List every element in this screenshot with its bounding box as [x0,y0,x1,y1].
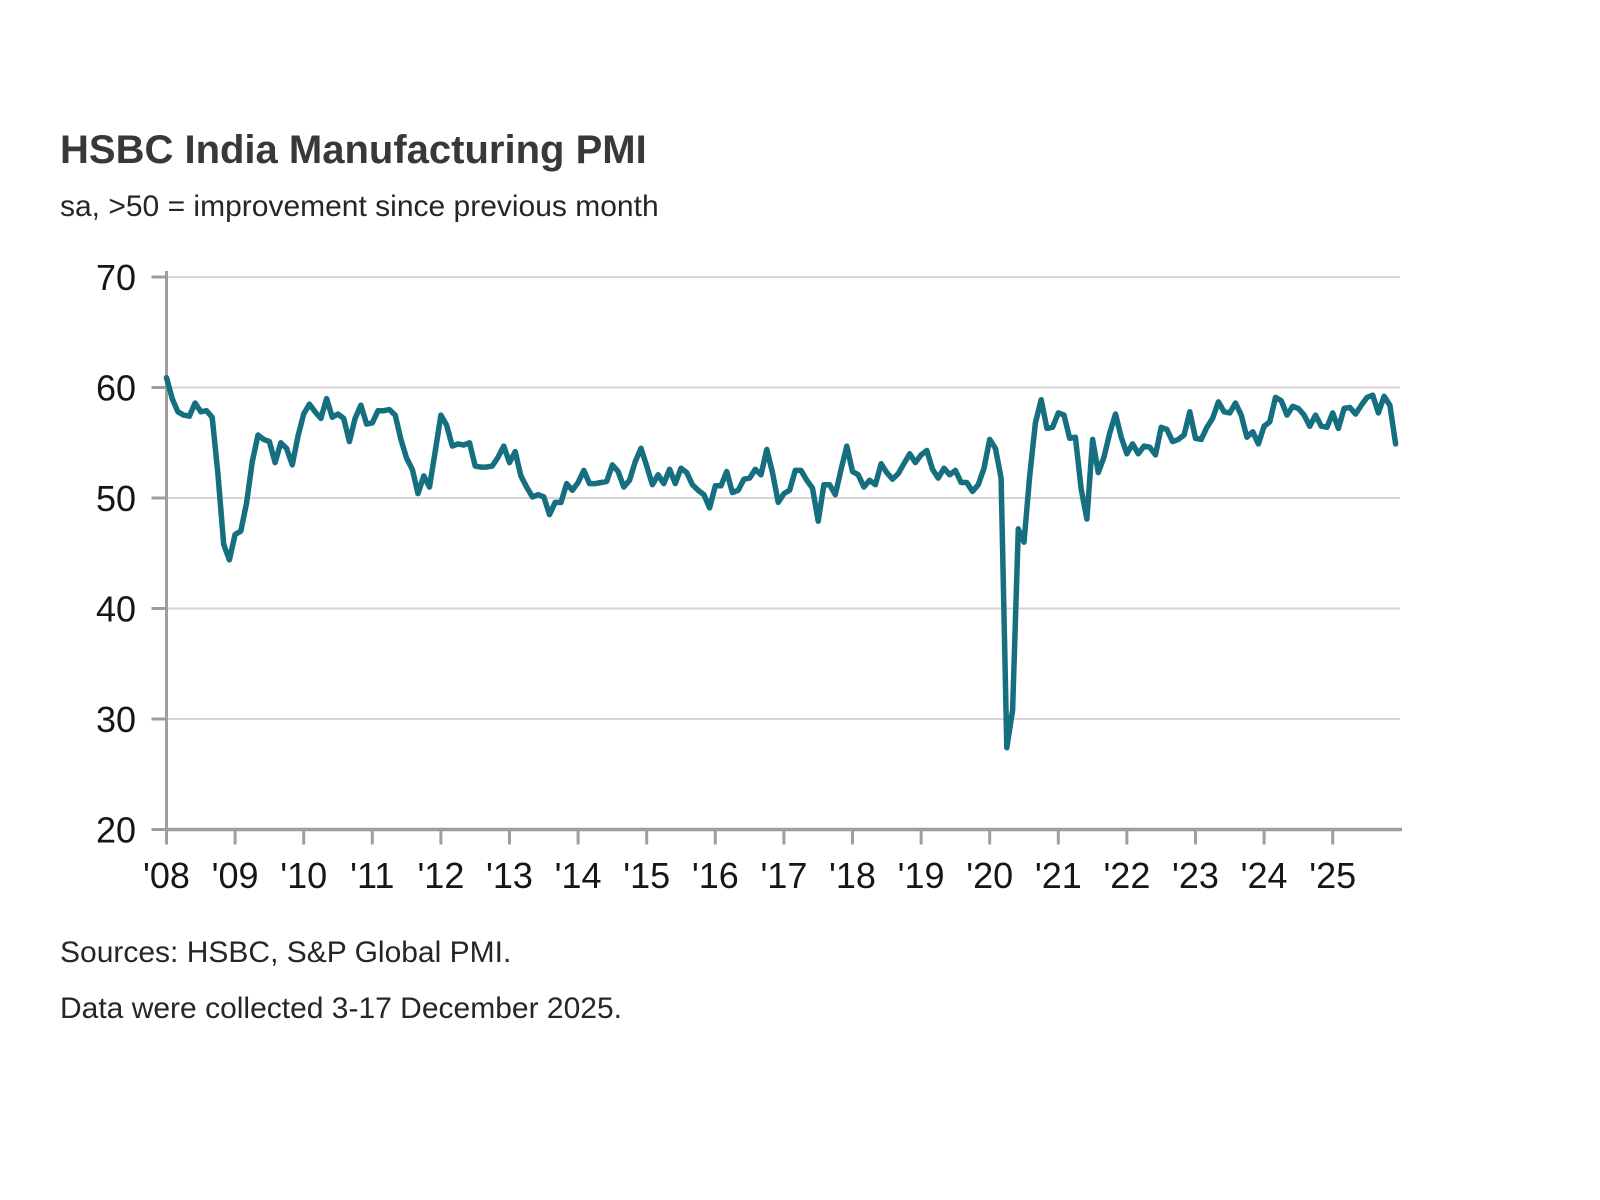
x-tick-label: '18 [829,855,876,896]
x-tick-label: '13 [486,855,533,896]
x-tick-label: '14 [555,855,602,896]
x-tick-label: '11 [350,855,394,896]
y-tick-label: 30 [96,699,136,740]
y-tick-label: 40 [96,589,136,630]
x-tick-label: '24 [1241,855,1288,896]
y-tick-label: 20 [96,810,136,851]
x-tick-label: '16 [692,855,739,896]
x-tick-label: '19 [898,855,945,896]
x-tick-label: '22 [1103,855,1150,896]
y-tick-label: 70 [96,257,136,298]
chart-title: HSBC India Manufacturing PMI [60,128,647,172]
x-tick-label: '08 [143,855,190,896]
x-tick-label: '17 [760,855,807,896]
x-tick-label: '21 [1035,855,1082,896]
y-tick-label: 60 [96,368,136,409]
x-tick-label: '20 [966,855,1013,896]
x-tick-label: '10 [280,855,327,896]
x-tick-label: '09 [212,855,259,896]
chart-subtitle: sa, >50 = improvement since previous mon… [60,190,659,223]
collection-note: Data were collected 3-17 December 2025. [60,992,622,1025]
x-tick-label: '12 [417,855,464,896]
x-tick-label: '25 [1309,855,1356,896]
source-note: Sources: HSBC, S&P Global PMI. [60,936,512,969]
pmi-series-line [163,374,1399,751]
x-tick-label: '15 [623,855,670,896]
x-tick-label: '23 [1172,855,1219,896]
y-tick-label: 50 [96,478,136,519]
